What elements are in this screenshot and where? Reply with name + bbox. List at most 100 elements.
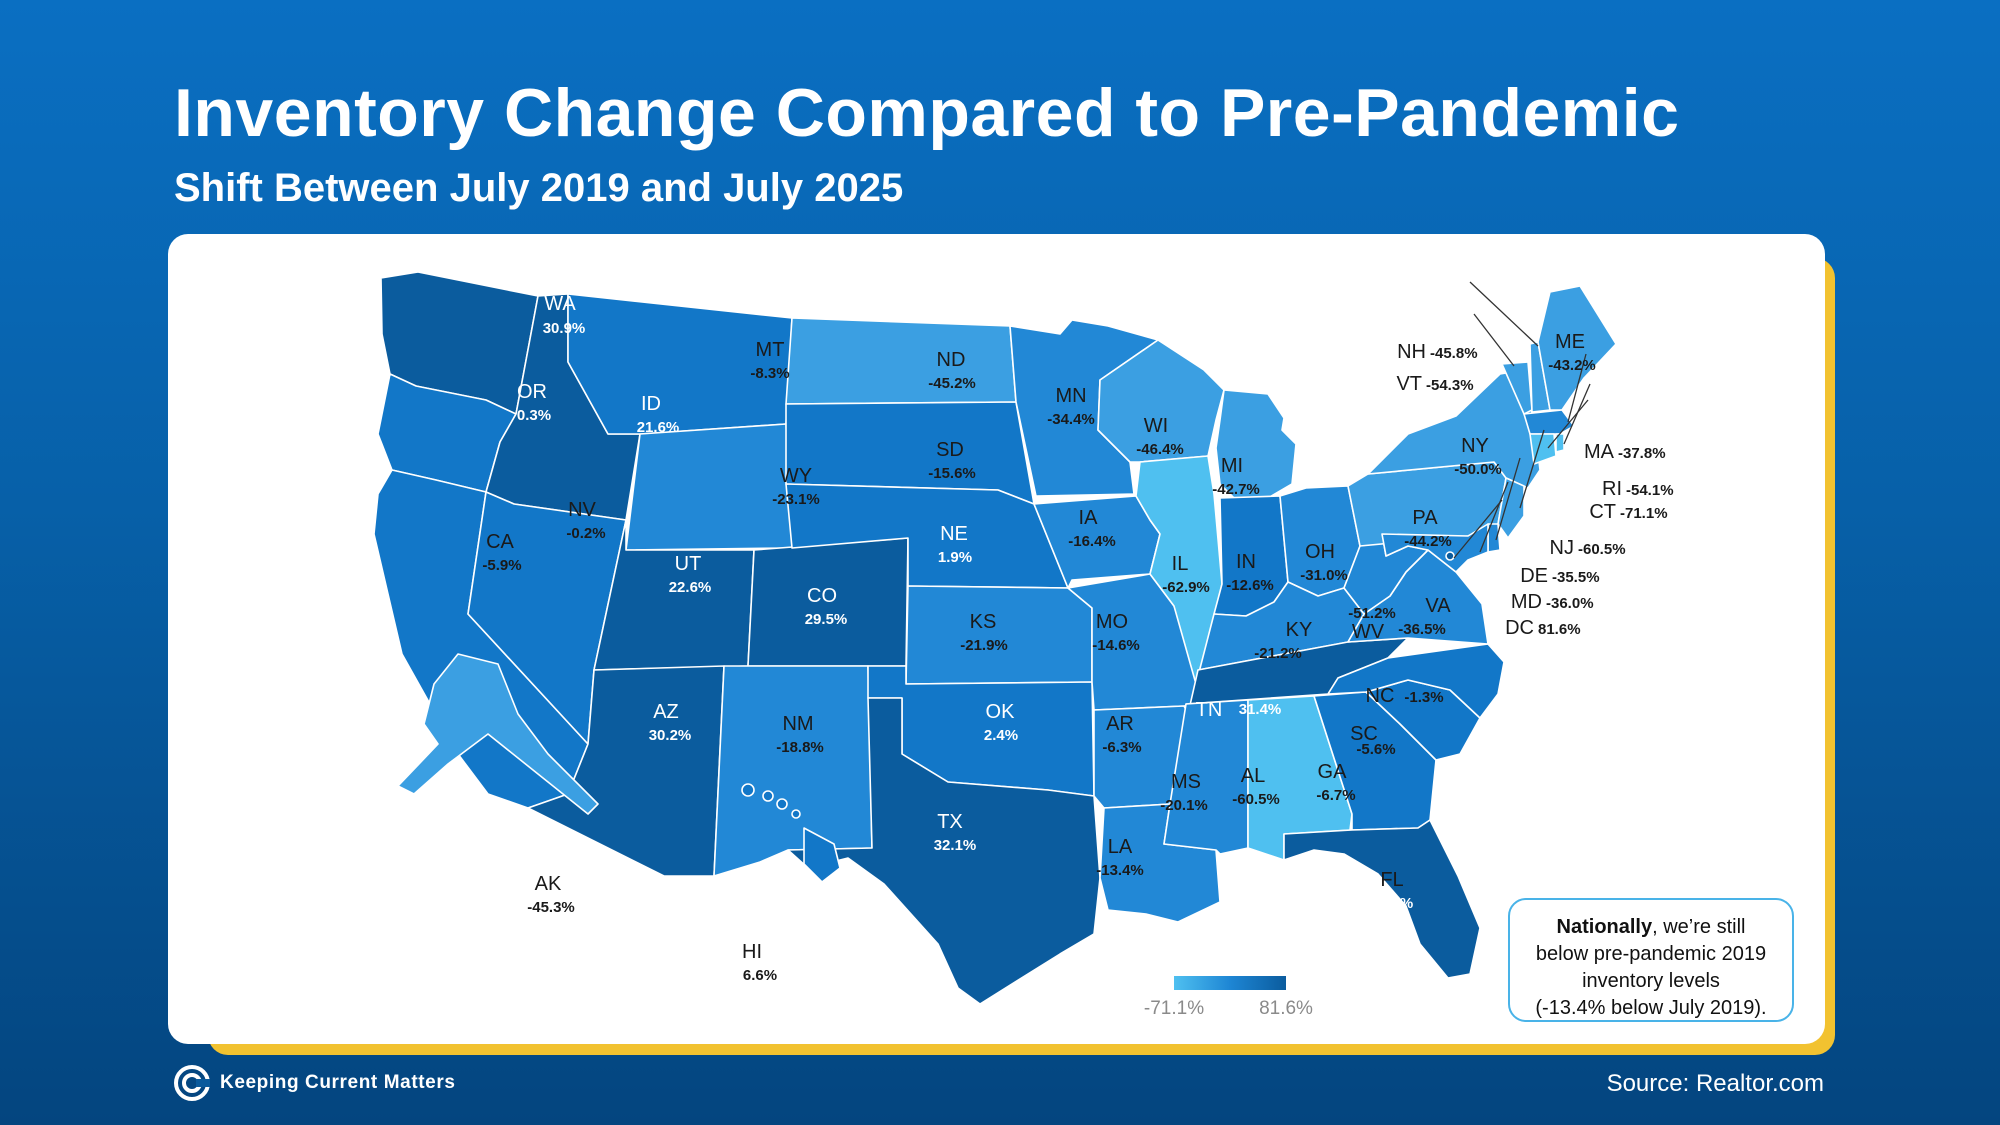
label-sd: SD <box>936 439 964 461</box>
value-pa: -44.2% <box>1404 533 1452 550</box>
state-ks <box>905 585 1093 685</box>
value-nd: -45.2% <box>928 375 976 392</box>
brand: Keeping Current Matters <box>174 1064 456 1102</box>
label-la: LA <box>1108 836 1133 858</box>
state-ma <box>1523 409 1575 435</box>
leader-de <box>1495 457 1521 541</box>
label-hi: HI <box>742 941 762 963</box>
value-wa: 30.9% <box>543 320 586 337</box>
state-nc <box>1327 643 1505 719</box>
value-hi: 6.6% <box>743 967 777 984</box>
value-il: -62.9% <box>1162 579 1210 596</box>
label-tx: TX <box>937 811 963 833</box>
state-hi-3 <box>776 798 788 810</box>
value-de: -35.5% <box>1552 569 1600 586</box>
label-nm: NM <box>782 713 813 735</box>
state-ak <box>397 653 599 815</box>
value-oh: -31.0% <box>1300 567 1348 584</box>
value-nj: -60.5% <box>1578 541 1626 558</box>
state-fl <box>1283 819 1481 979</box>
label-ok: OK <box>986 701 1016 723</box>
value-ma: -37.8% <box>1618 445 1666 462</box>
state-mt <box>567 293 793 435</box>
label-nd: ND <box>937 349 966 371</box>
state-dc <box>1445 551 1455 561</box>
value-ri: -54.1% <box>1626 482 1674 499</box>
value-mn: -34.4% <box>1047 411 1095 428</box>
state-nm <box>713 665 873 877</box>
value-sd: -15.6% <box>928 465 976 482</box>
legend-min-label: -71.1% <box>1144 998 1204 1019</box>
value-va: -36.5% <box>1398 621 1446 638</box>
leader-ct <box>1547 399 1589 449</box>
source-note: Source: Realtor.com <box>1606 1070 1824 1097</box>
state-wi <box>1097 339 1225 463</box>
label-wa: WA <box>544 293 576 315</box>
callout-line-2: below pre-pandemic 2019 <box>1535 943 1767 965</box>
value-ar: -6.3% <box>1102 739 1141 756</box>
label-wy: WY <box>780 465 812 487</box>
value-ms: -20.1% <box>1160 797 1208 814</box>
label-ks: KS <box>970 611 997 633</box>
value-id: 21.6% <box>637 419 680 436</box>
value-nc: -1.3% <box>1404 689 1443 706</box>
label-vt: VT <box>1396 373 1422 395</box>
label-nj: NJ <box>1550 537 1574 559</box>
value-ok: 2.4% <box>984 727 1018 744</box>
state-hi-1 <box>741 783 755 797</box>
value-vt: -54.3% <box>1426 377 1474 394</box>
label-ar: AR <box>1106 713 1134 735</box>
label-ky: KY <box>1286 619 1313 641</box>
label-nv: NV <box>568 499 596 521</box>
value-ne: 1.9% <box>938 549 972 566</box>
state-wy <box>625 423 793 551</box>
label-md: MD <box>1511 591 1542 613</box>
label-ca: CA <box>486 531 514 553</box>
value-wi: -46.4% <box>1136 441 1184 458</box>
national-callout: Nationally, we’re still below pre-pandem… <box>1508 898 1794 1022</box>
value-ky: -21.2% <box>1254 645 1302 662</box>
kcm-logo-icon <box>174 1065 210 1101</box>
state-nd <box>785 317 1017 405</box>
state-il <box>1135 455 1223 685</box>
callout-line-1: Nationally, we’re still <box>1518 914 1784 941</box>
label-pa: PA <box>1412 507 1438 529</box>
value-in: -12.6% <box>1226 577 1274 594</box>
state-ms <box>1163 699 1249 855</box>
value-wy: -23.1% <box>772 491 820 508</box>
label-or: OR <box>517 381 547 403</box>
label-il: IL <box>1172 553 1189 575</box>
map-panel: WA 30.9% OR 0.3% CA -5.9% ID 21.6% NV -0.2% M… <box>168 234 1825 1044</box>
value-nv: -0.2% <box>566 525 605 542</box>
leader-ma <box>1567 353 1587 423</box>
callout-text-1: , we’re still <box>1652 916 1746 938</box>
value-md: -36.0% <box>1546 595 1594 612</box>
state-hi-4 <box>791 809 801 819</box>
value-nh: -45.8% <box>1430 345 1478 362</box>
value-ks: -21.9% <box>960 637 1008 654</box>
label-ms: MS <box>1171 771 1201 793</box>
label-ri: RI <box>1602 478 1622 500</box>
value-ny: -50.0% <box>1454 461 1502 478</box>
value-nm: -18.8% <box>776 739 824 756</box>
state-ct <box>1529 433 1557 465</box>
state-hi-big <box>803 827 841 883</box>
state-mi <box>1215 389 1297 499</box>
label-mt: MT <box>756 339 785 361</box>
value-or: 0.3% <box>517 407 551 424</box>
label-id: ID <box>641 393 661 415</box>
label-al: AL <box>1241 765 1265 787</box>
value-ut: 22.6% <box>669 579 712 596</box>
value-ga: -6.7% <box>1316 787 1355 804</box>
page-subtitle: Shift Between July 2019 and July 2025 <box>174 166 904 210</box>
value-sc: -5.6% <box>1356 741 1395 758</box>
leader-nh <box>1469 281 1539 347</box>
callout-line-4: (-13.4% below July 2019). <box>1535 997 1767 1019</box>
label-az: AZ <box>653 701 679 723</box>
state-ri <box>1555 433 1565 453</box>
label-oh: OH <box>1305 541 1335 563</box>
label-ct: CT <box>1589 501 1616 523</box>
label-tn: TN <box>1196 699 1223 721</box>
callout-line-3: inventory levels <box>1582 970 1720 992</box>
label-sc: SC <box>1350 723 1378 745</box>
